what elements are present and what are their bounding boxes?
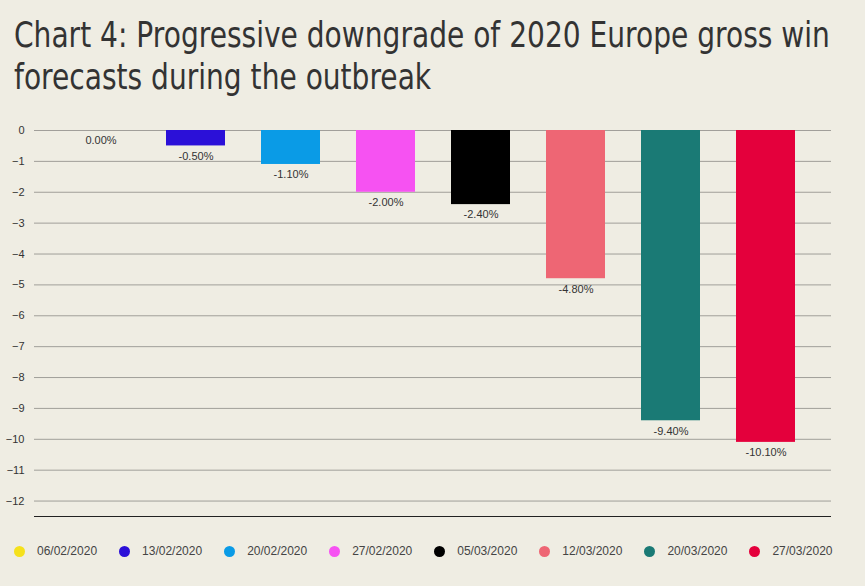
html-text:20/03/2020: 20/03/2020 — [667, 544, 728, 558]
svg-text:-1.10%: -1.10% — [274, 168, 309, 180]
svg-text:−8: −8 — [12, 371, 25, 383]
html-text:20/02/2020: 20/02/2020 — [247, 544, 308, 558]
svg-text:−5: −5 — [12, 278, 25, 290]
svg-text:−9: −9 — [12, 402, 25, 414]
svg-text:0: 0 — [18, 124, 24, 136]
svg-text:-10.10%: -10.10% — [746, 446, 787, 458]
svg-text:−10: −10 — [6, 433, 25, 445]
html-text:27/03/2020: 27/03/2020 — [772, 544, 833, 558]
html-text:12/03/2020: 12/03/2020 — [562, 544, 623, 558]
svg-text:−6: −6 — [12, 309, 25, 321]
svg-text:-2.00%: -2.00% — [369, 196, 404, 208]
svg-text:−12: −12 — [6, 495, 25, 507]
html-text:05/03/2020: 05/03/2020 — [457, 544, 518, 558]
svg-text:−2: −2 — [12, 186, 25, 198]
svg-text:−4: −4 — [12, 248, 25, 260]
svg-text:−3: −3 — [12, 217, 25, 229]
svg-text:-0.50%: -0.50% — [179, 150, 214, 162]
svg-text:-9.40%: -9.40% — [654, 425, 689, 437]
svg-text:−7: −7 — [12, 340, 25, 352]
svg-text:-4.80%: -4.80% — [559, 283, 594, 295]
svg-text:−1: −1 — [12, 155, 25, 167]
html-text:Chart 4: Progressive downgrade: Chart 4: Progressive downgrade of 2020 E… — [14, 14, 830, 97]
html-text:06/02/2020: 06/02/2020 — [37, 544, 98, 558]
html-text:13/02/2020: 13/02/2020 — [142, 544, 203, 558]
svg-text:-2.40%: -2.40% — [464, 208, 499, 220]
html-text:27/02/2020: 27/02/2020 — [352, 544, 413, 558]
svg-text:0.00%: 0.00% — [85, 134, 116, 146]
svg-text:−11: −11 — [7, 464, 25, 476]
